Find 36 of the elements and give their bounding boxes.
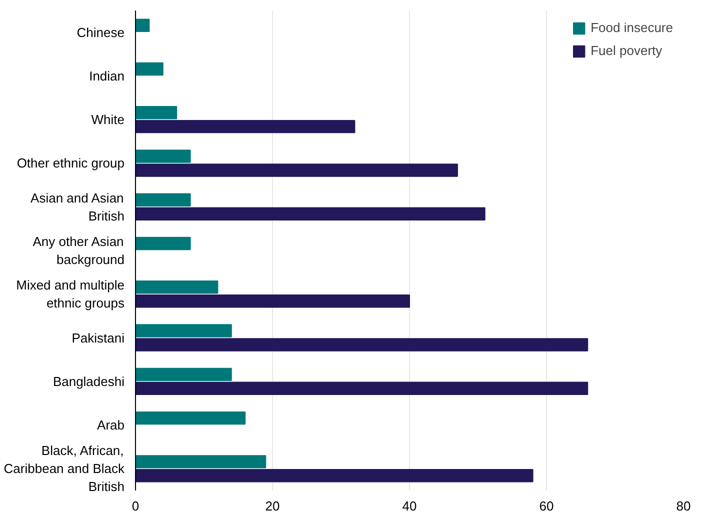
- x-tick-label: 60: [539, 498, 554, 513]
- y-tick-label: Chinese: [76, 24, 125, 40]
- bar: [136, 120, 356, 134]
- bar: [136, 150, 191, 163]
- bar: [136, 294, 410, 308]
- y-tick-label: Black, African, Caribbean and Black British: [4, 443, 125, 494]
- y-tick-label: Arab: [97, 418, 125, 433]
- bar: [136, 62, 164, 76]
- y-tick-label: Mixed and multiple ethnic groups: [16, 278, 125, 311]
- y-tick-label: Pakistani: [72, 330, 125, 346]
- bar: [136, 18, 150, 32]
- y-tick-label: White: [91, 112, 125, 128]
- y-tick-label: Other ethnic group: [16, 156, 125, 171]
- legend-label: Fuel poverty: [590, 43, 662, 58]
- bar: [136, 455, 266, 468]
- bar: [136, 411, 246, 425]
- y-tick-label: Any other Asian background: [32, 234, 125, 267]
- y-tick-label: Asian and Asian British: [30, 190, 125, 224]
- bar: [136, 164, 458, 177]
- bar: [136, 193, 191, 206]
- y-tick-label: Bangladeshi: [52, 374, 125, 389]
- bar: [136, 324, 232, 338]
- x-tick-label: 40: [402, 498, 417, 513]
- x-tick-label: 80: [676, 498, 691, 513]
- y-tick-label: Indian: [89, 68, 124, 84]
- x-tick-label: 20: [265, 498, 280, 513]
- bar: [136, 207, 486, 220]
- bar: [136, 280, 218, 294]
- bar: [136, 338, 588, 352]
- x-tick-label: 0: [132, 498, 140, 513]
- bar: [136, 469, 534, 482]
- bar: [136, 236, 191, 250]
- legend-label: Food insecure: [590, 20, 673, 35]
- bar: [136, 368, 232, 382]
- bar: [136, 382, 588, 395]
- bar: [136, 106, 178, 120]
